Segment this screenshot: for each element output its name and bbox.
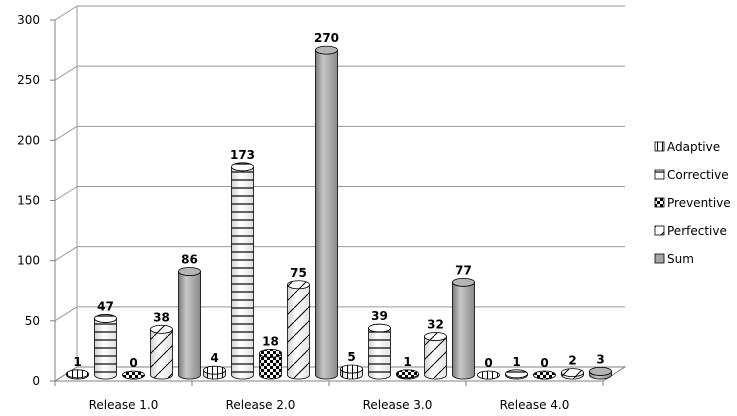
data-label-corrective-release-2-0: 173 [230,148,255,162]
data-label-adaptive-release-3-0: 5 [347,350,355,364]
data-label-sum-release-4-0: 3 [596,352,604,366]
legend-label: Preventive [667,196,731,210]
data-label-preventive-release-2-0: 18 [262,334,279,348]
legend: Adaptive Corrective Preventive Perfective Su… [654,140,731,266]
y-tick-label: 250 [17,73,40,87]
data-label-perfective-release-4-0: 2 [568,354,576,368]
bar-sum-release-4-0 [589,366,612,380]
data-label-perfective-release-2-0: 75 [290,266,307,280]
bar-adaptive-release-3-0 [340,364,363,380]
bar-perfective-release-3-0 [424,332,447,380]
bar-preventive-release-3-0 [396,369,419,380]
legend-item-adaptive: Adaptive [654,140,720,154]
y-tick-label: 150 [17,194,40,208]
legend-item-sum: Sum [654,252,694,266]
data-label-adaptive-release-1-0: 1 [73,355,81,369]
data-label-sum-release-3-0: 77 [455,263,472,277]
x-tick-label-release-3-0: Release 3.0 [363,398,433,412]
bar-corrective-release-2-0 [231,162,254,380]
data-label-corrective-release-3-0: 39 [371,309,388,323]
gridline-150 [54,186,625,201]
data-label-adaptive-release-2-0: 4 [210,351,218,365]
data-label-preventive-release-3-0: 1 [403,355,411,369]
gridline-300 [54,5,625,21]
data-label-perfective-release-3-0: 32 [427,317,444,331]
x-tick-label-release-4-0: Release 4.0 [500,398,570,412]
grid [54,5,625,382]
legend-swatch [654,141,665,152]
data-label-adaptive-release-4-0: 0 [484,356,492,370]
x-tick-label-release-2-0: Release 2.0 [226,398,296,412]
legend-label: Adaptive [667,140,720,154]
bar-sum-release-1-0 [178,267,201,380]
bar-corrective-release-3-0 [368,323,391,380]
legend-item-corrective: Corrective [654,168,729,182]
y-tick-label: 50 [25,314,40,328]
y-tick-label: 200 [17,133,40,147]
bar-corrective-release-1-0 [94,314,117,380]
bar-perfective-release-1-0 [150,324,173,380]
bar-preventive-release-2-0 [259,348,282,380]
x-tick-label-release-1-0: Release 1.0 [89,398,159,412]
data-label-corrective-release-1-0: 47 [97,299,114,313]
bar-adaptive-release-1-0 [66,369,89,380]
data-label-preventive-release-1-0: 0 [129,356,137,370]
bar-sum-release-3-0 [452,277,475,380]
bar-corrective-release-4-0 [505,369,528,380]
gridline-200 [54,125,625,141]
legend-swatch [654,253,665,264]
bar-perfective-release-4-0 [561,368,584,380]
legend-item-perfective: Perfective [654,224,727,238]
bar-preventive-release-1-0 [122,370,145,380]
bar-adaptive-release-4-0 [477,370,500,380]
bar-adaptive-release-2-0 [203,365,226,380]
legend-swatch [654,197,665,208]
data-label-corrective-release-4-0: 1 [512,355,520,369]
gridline-50 [54,306,625,322]
legend-label: Sum [667,252,694,266]
bar-perfective-release-2-0 [287,280,310,380]
bar-sum-release-2-0 [315,45,338,380]
data-labels: 1 47 0 38 86 4 173 18 75 270 5 39 1 32 77 0 1 0 2 3 [73,31,604,370]
legend-swatch [654,169,665,180]
data-label-sum-release-1-0: 86 [181,253,198,267]
y-tick-label: 300 [17,13,40,27]
legend-item-preventive: Preventive [654,196,731,210]
data-label-sum-release-2-0: 270 [314,31,339,45]
legend-label: Perfective [667,224,727,238]
y-tick-label: 0 [32,374,40,388]
gridline-250 [54,65,625,81]
legend-swatch [654,225,665,236]
data-label-preventive-release-4-0: 0 [540,356,548,370]
bar-preventive-release-4-0 [533,370,556,380]
legend-label: Corrective [667,168,729,182]
y-tick-label: 100 [17,254,40,268]
data-label-perfective-release-1-0: 38 [153,310,170,324]
gridline-100 [54,246,625,262]
bars [66,45,612,380]
